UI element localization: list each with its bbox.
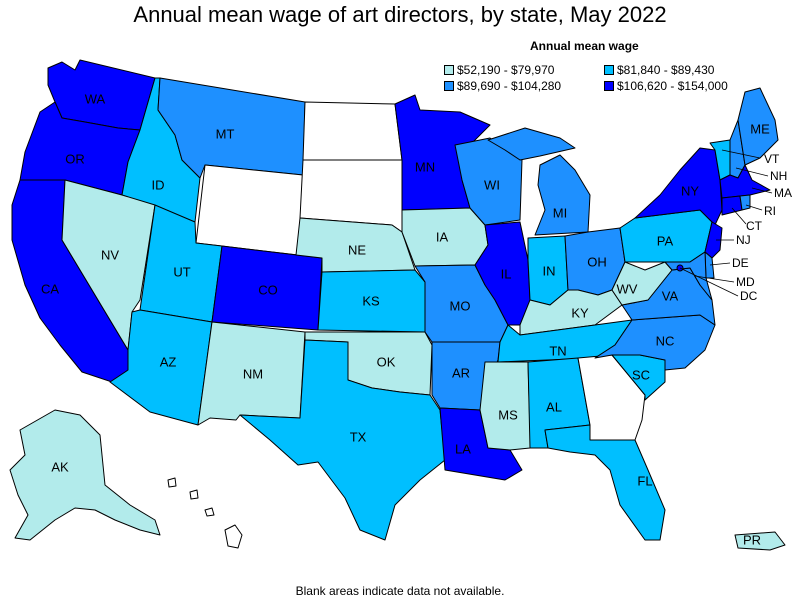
leader-MA [751, 187, 773, 194]
legend-swatch-tier2 [604, 65, 614, 75]
label-OR: OR [65, 151, 85, 166]
state-TX[interactable] [239, 339, 446, 541]
label-CA: CA [41, 281, 59, 296]
label-OH: OH [587, 254, 607, 269]
legend-item-tier1: $52,190 - $79,970 [444, 63, 554, 77]
label-NJ: NJ [736, 233, 751, 247]
legend-item-tier2: $81,840 - $89,430 [604, 63, 714, 77]
state-WY[interactable] [195, 164, 304, 256]
legend-label-tier4: $106,620 - $154,000 [617, 79, 728, 93]
label-WA: WA [85, 91, 106, 106]
label-MA: MA [774, 186, 792, 200]
state-FL[interactable] [544, 424, 666, 541]
leader-VT [721, 149, 761, 159]
state-NJ[interactable] [704, 221, 723, 259]
state-ND[interactable] [302, 101, 403, 161]
leader-NH [735, 167, 769, 177]
leader-CT [731, 207, 747, 225]
state-NC[interactable] [594, 314, 716, 371]
label-MD: MD [736, 275, 755, 289]
state-MS[interactable] [479, 361, 531, 451]
label-MT: MT [216, 126, 235, 141]
label-WI: WI [484, 177, 500, 192]
legend-label-tier3: $89,690 - $104,280 [457, 79, 562, 93]
label-AR: AR [452, 365, 470, 380]
label-RI: RI [764, 204, 776, 218]
label-WV: WV [617, 281, 638, 296]
label-IA: IA [436, 229, 449, 244]
state-labels: WA OR CA ID NV MT UT CO AZ NM NE KS OK T… [41, 91, 792, 547]
label-KY: KY [571, 305, 589, 320]
label-MS: MS [498, 407, 518, 422]
state-MI-upper[interactable] [487, 127, 576, 161]
legend-item-tier3: $89,690 - $104,280 [444, 79, 561, 93]
label-TN: TN [549, 343, 566, 358]
state-ME[interactable] [737, 87, 779, 166]
label-PR: PR [743, 532, 761, 547]
label-AK: AK [51, 459, 69, 474]
label-NH: NH [770, 169, 787, 183]
leader-DE [709, 262, 731, 266]
label-KS: KS [362, 293, 380, 308]
label-AZ: AZ [160, 354, 177, 369]
state-CT[interactable] [721, 195, 743, 216]
state-MI[interactable] [534, 154, 591, 236]
label-NE: NE [348, 242, 366, 257]
label-UT: UT [173, 264, 190, 279]
label-FL: FL [637, 473, 652, 488]
label-AL: AL [546, 399, 562, 414]
legend-item-tier4: $106,620 - $154,000 [604, 79, 728, 93]
label-TX: TX [350, 429, 367, 444]
label-NM: NM [243, 366, 263, 381]
legend-title: Annual mean wage [530, 39, 639, 53]
label-IL: IL [501, 266, 512, 281]
label-VA: VA [662, 288, 679, 303]
label-NC: NC [656, 333, 675, 348]
legend-swatch-tier3 [444, 81, 454, 91]
label-VT: VT [764, 152, 780, 166]
state-PR[interactable] [734, 531, 786, 551]
state-HI[interactable] [167, 477, 243, 549]
footnote: Blank areas indicate data not available. [295, 584, 505, 598]
state-AK[interactable] [9, 409, 161, 541]
label-DE: DE [732, 256, 749, 270]
label-NY: NY [681, 183, 699, 198]
label-ME: ME [750, 121, 770, 136]
label-IN: IN [543, 263, 556, 278]
label-SC: SC [632, 367, 650, 382]
legend-swatch-tier1 [444, 65, 454, 75]
leader-DC [679, 267, 739, 297]
legend-swatch-tier4 [604, 81, 614, 91]
map-title: Annual mean wage of art directors, by st… [133, 2, 667, 27]
leader-MD [694, 275, 735, 283]
label-LA: LA [455, 441, 471, 456]
label-MO: MO [450, 298, 471, 313]
leader-RI [745, 204, 763, 211]
label-PA: PA [657, 233, 674, 248]
label-NV: NV [101, 247, 119, 262]
label-MI: MI [553, 205, 567, 220]
label-CO: CO [258, 282, 278, 297]
label-OK: OK [377, 354, 396, 369]
label-ID: ID [152, 177, 165, 192]
label-CT: CT [746, 219, 763, 233]
state-NV[interactable] [61, 179, 156, 351]
label-DC: DC [740, 289, 758, 303]
legend-label-tier2: $81,840 - $89,430 [617, 63, 715, 77]
state-RI[interactable] [739, 194, 751, 211]
legend-label-tier1: $52,190 - $79,970 [457, 63, 555, 77]
label-MN: MN [415, 159, 435, 174]
